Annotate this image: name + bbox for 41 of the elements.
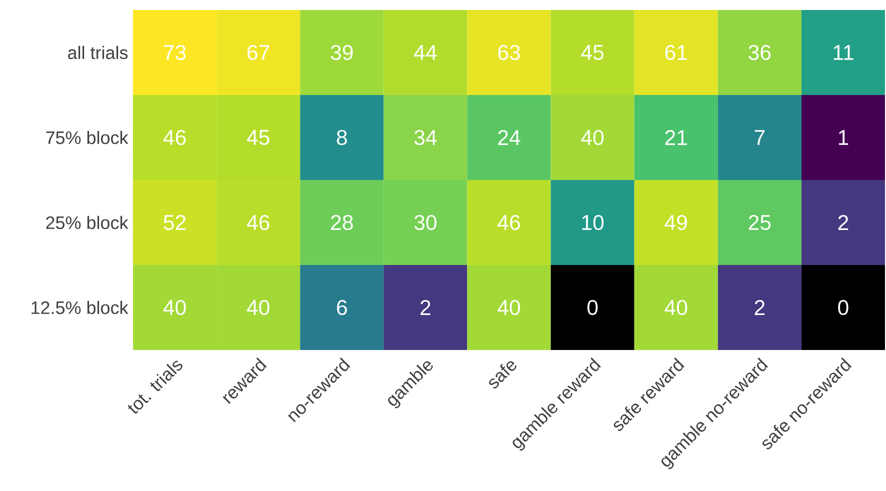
data-label: 63 — [498, 44, 520, 60]
y-tick-label: 75% block — [46, 130, 128, 144]
data-label: 36 — [748, 44, 771, 60]
data-label: 24 — [498, 130, 520, 145]
data-label: 67 — [248, 44, 270, 60]
data-label: 61 — [665, 44, 687, 60]
data-label: 40 — [498, 300, 520, 316]
data-label: 39 — [330, 44, 353, 60]
y-tick-label: 25% block — [46, 216, 128, 230]
data-label: 0 — [587, 300, 598, 316]
data-label: 25 — [748, 214, 771, 230]
data-label: 21 — [665, 130, 687, 145]
data-label: 7 — [754, 130, 765, 145]
data-label: 45 — [246, 130, 270, 145]
x-tick-label: safe — [489, 361, 516, 388]
data-label: 44 — [414, 45, 437, 60]
data-label: 1 — [838, 130, 848, 145]
data-label: 8 — [336, 130, 347, 146]
data-label: 49 — [664, 214, 687, 230]
data-label: 2 — [838, 215, 848, 230]
data-label: 52 — [164, 214, 186, 230]
data-label: 2 — [754, 300, 765, 315]
data-label: 2 — [420, 300, 430, 315]
data-label: 0 — [838, 300, 848, 316]
data-label: 34 — [414, 130, 437, 146]
data-label: 40 — [581, 130, 604, 146]
data-label: 40 — [163, 300, 186, 316]
y-tick-label: all trials — [68, 46, 128, 60]
data-label: 30 — [414, 214, 436, 230]
data-label: 45 — [581, 45, 604, 60]
data-label: 40 — [246, 300, 270, 316]
data-label: 11 — [834, 45, 854, 60]
data-label: 10 — [582, 214, 604, 230]
data-label: 46 — [498, 214, 520, 230]
data-label: 46 — [246, 214, 270, 230]
data-label: 28 — [331, 214, 353, 230]
data-label: 46 — [163, 130, 186, 146]
data-label: 6 — [337, 300, 347, 316]
data-label: 40 — [664, 300, 688, 316]
data-label: 73 — [164, 44, 186, 60]
y-tick-label: 12.5% block — [32, 300, 128, 314]
